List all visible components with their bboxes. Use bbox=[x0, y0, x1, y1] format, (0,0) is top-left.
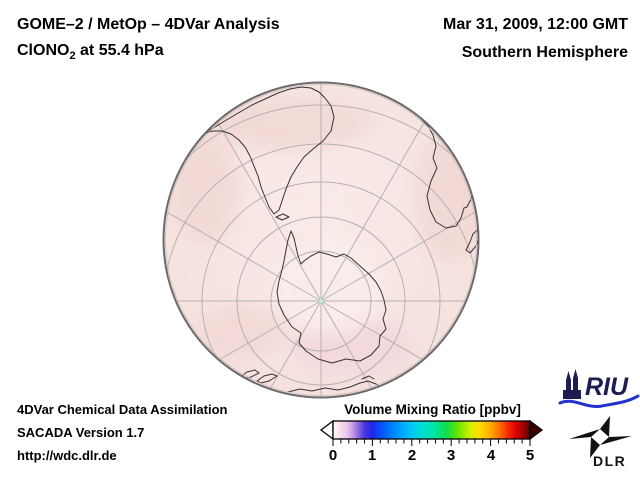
datetime-label: Mar 31, 2009, 12:00 GMT bbox=[443, 16, 628, 33]
riu-logo-text: RIU bbox=[585, 373, 629, 401]
pressure-level-label: at 55.4 hPa bbox=[75, 42, 164, 59]
tick-label-0: 0 bbox=[328, 447, 338, 464]
tick-label-5: 5 bbox=[525, 447, 535, 464]
dlr-logo-text: DLR bbox=[593, 453, 626, 469]
dlr-pinwheel-icon bbox=[569, 416, 632, 458]
hemisphere-label: Southern Hemisphere bbox=[461, 44, 628, 61]
dlr-logo: DLR bbox=[569, 416, 632, 469]
website-url: http://wdc.dlr.de bbox=[17, 448, 117, 463]
tick-label-3: 3 bbox=[446, 447, 456, 464]
australia-coastline bbox=[287, 375, 384, 393]
graticule bbox=[163, 82, 479, 398]
tick-label-1: 1 bbox=[367, 447, 377, 464]
colorbar-ticks bbox=[332, 439, 531, 446]
antarctica-coastline bbox=[276, 230, 387, 364]
colorbar-underflow-arrow bbox=[319, 419, 334, 441]
riu-wave-icon bbox=[558, 394, 640, 408]
species-formula-subscript: 2 bbox=[69, 50, 76, 63]
colorbar-legend: Volume Mixing Ratio [ppbv] 0 1 2 3 4 5 bbox=[315, 402, 550, 472]
south-america-coastline bbox=[204, 86, 335, 215]
colorbar bbox=[319, 419, 544, 446]
species-level-label: ClONO2 at 55.4 hPa bbox=[17, 42, 164, 62]
tierra-del-fuego-coastline bbox=[275, 213, 290, 221]
version-label: SACADA Version 1.7 bbox=[17, 425, 145, 440]
tick-label-4: 4 bbox=[486, 447, 496, 464]
globe-limb bbox=[162, 81, 480, 399]
species-formula: ClONO bbox=[17, 42, 70, 59]
colorbar-gradient-bar bbox=[332, 420, 531, 440]
colorbar-overflow-arrow bbox=[529, 419, 544, 441]
tick-label-2: 2 bbox=[407, 447, 417, 464]
riu-logo: RIU bbox=[558, 369, 640, 408]
riu-cathedral-icon bbox=[563, 369, 581, 399]
africa-coastline bbox=[403, 105, 474, 229]
south-pole-marker bbox=[318, 298, 324, 304]
plot-title: GOME–2 / MetOp – 4DVar Analysis bbox=[17, 16, 280, 33]
colorbar-tick-labels: 0 1 2 3 4 5 bbox=[315, 447, 550, 465]
assimilation-label: 4DVar Chemical Data Assimilation bbox=[17, 402, 228, 417]
colorbar-title: Volume Mixing Ratio [ppbv] bbox=[344, 402, 521, 417]
globe-limb-inner bbox=[165, 84, 477, 396]
